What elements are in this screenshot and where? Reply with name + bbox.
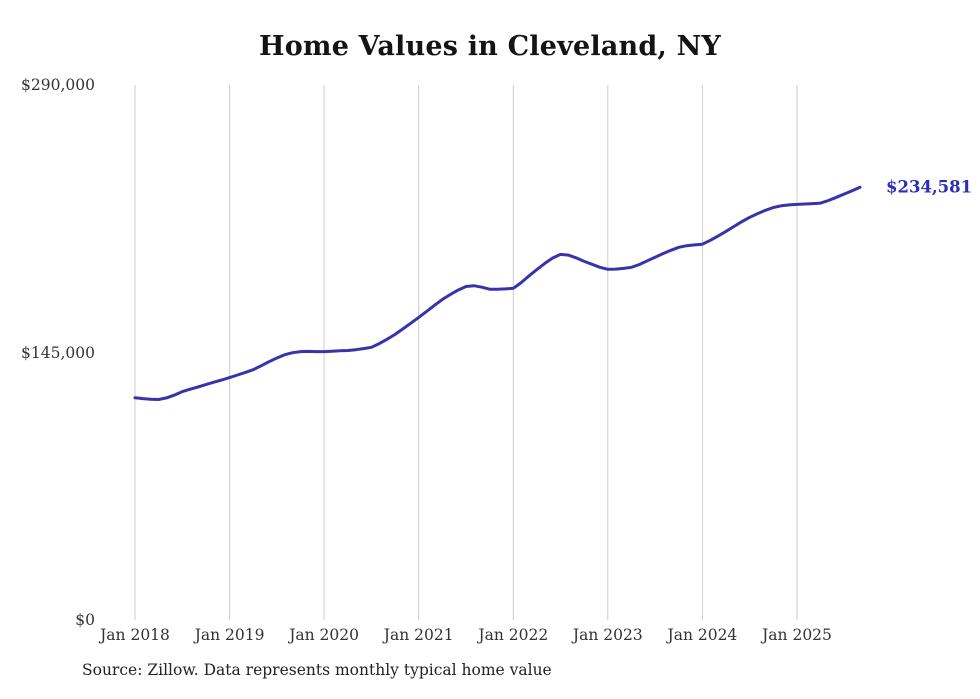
chart-title: Home Values in Cleveland, NY — [259, 31, 721, 62]
y-axis-tick-label: $145,000 — [21, 343, 95, 362]
x-axis-tick-label: Jan 2024 — [667, 626, 738, 644]
home-value-trend-line — [133, 185, 862, 401]
y-axis-labels: $0 $145,000 $290,000 — [0, 0, 95, 699]
y-axis-tick-label: $290,000 — [21, 76, 95, 94]
source-note: Source: Zillow. Data represents monthly … — [82, 661, 552, 679]
x-axis-tick-label: Jan 2020 — [289, 626, 359, 644]
y-axis-tick-label: $0 — [75, 611, 95, 629]
x-axis-tick-label: Jan 2025 — [762, 626, 832, 644]
x-axis-tick-label: Jan 2018 — [100, 626, 170, 644]
x-axis-labels: Jan 2018 Jan 2019 Jan 2020 Jan 2021 Jan 2022… — [0, 626, 980, 648]
x-axis-tick-label: Jan 2022 — [478, 626, 549, 644]
x-axis-tick-label: Jan 2019 — [194, 626, 265, 644]
x-axis-tick-label: Jan 2023 — [572, 626, 643, 644]
x-axis-tick-label: Jan 2021 — [383, 626, 454, 644]
latest-value-label: $234,581 — [886, 177, 973, 197]
